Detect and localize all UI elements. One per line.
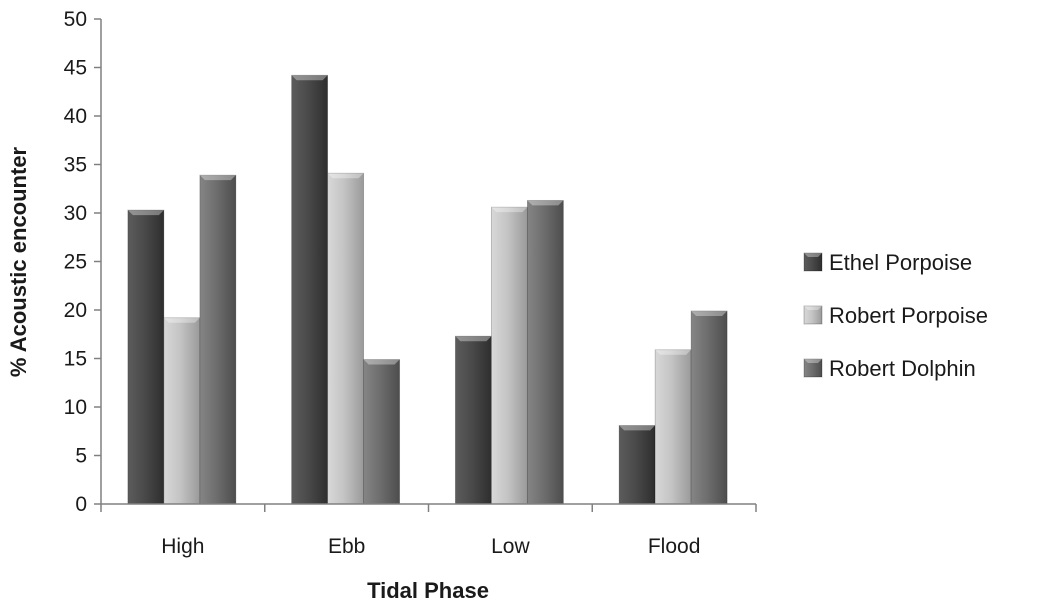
legend-label: Robert Dolphin: [829, 356, 976, 381]
bar: [690, 310, 728, 505]
x-tick-label: Flood: [648, 535, 701, 558]
legend: Ethel Porpoise Robert Porpoise Robert Dolp…: [803, 250, 988, 381]
legend-item: Robert Dolphin: [803, 356, 976, 381]
y-tick-label: 0: [75, 493, 87, 516]
y-tick-label: 10: [64, 396, 87, 419]
x-tick-label: Ebb: [328, 535, 365, 558]
y-tick-label: 30: [64, 202, 87, 225]
bar: [490, 206, 528, 505]
bars: [127, 74, 728, 505]
bar: [127, 209, 165, 505]
y-tick-label: 25: [64, 251, 87, 274]
bar: [291, 74, 329, 505]
bar: [163, 317, 201, 505]
legend-item: Ethel Porpoise: [803, 250, 972, 275]
bar: [363, 359, 401, 505]
y-tick-label: 40: [64, 105, 87, 128]
x-axis-title: Tidal Phase: [367, 578, 489, 603]
bar: [327, 172, 365, 505]
legend-label: Ethel Porpoise: [829, 250, 972, 275]
legend-swatch: [803, 358, 823, 378]
legend-label: Robert Porpoise: [829, 303, 988, 328]
y-tick-label: 20: [64, 299, 87, 322]
legend-item: Robert Porpoise: [803, 303, 988, 328]
y-tick-label: 50: [64, 8, 87, 31]
legend-swatch: [803, 305, 823, 325]
bar: [654, 349, 692, 505]
x-axis-ticks: High Ebb Low Flood: [100, 504, 757, 558]
y-tick-label: 15: [64, 348, 87, 371]
bar: [526, 199, 564, 505]
y-tick-label: 5: [75, 445, 87, 468]
y-tick-label: 35: [64, 154, 87, 177]
x-tick-label: High: [161, 535, 204, 558]
y-tick-label: 45: [64, 57, 87, 80]
y-axis-ticks: 0 5 10 15 20 25 30 35 40 45 50: [64, 8, 101, 516]
legend-swatch: [803, 252, 823, 272]
bar: [454, 335, 492, 505]
y-axis-title: % Acoustic encounter: [6, 146, 31, 377]
bar: [618, 425, 656, 505]
x-tick-label: Low: [491, 535, 530, 558]
bar: [199, 174, 237, 505]
